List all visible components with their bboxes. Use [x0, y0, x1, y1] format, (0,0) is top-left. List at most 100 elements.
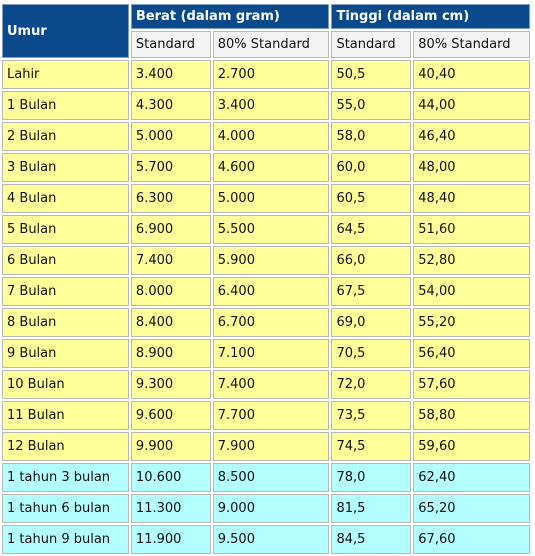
header-row-sub: Standard 80% Standard Standard 80% Stand… [2, 31, 530, 58]
table-row: 10 Bulan 9.300 7.400 72,0 57,60 [2, 370, 530, 399]
height-standard-cell: 70,5 [331, 339, 412, 368]
age-cell: 10 Bulan [2, 370, 129, 399]
table-body: Lahir 3.400 2.700 50,5 40,40 1 Bulan 4.300 3.40… [2, 60, 530, 554]
age-cell: 11 Bulan [2, 401, 129, 430]
age-cell: 3 Bulan [2, 153, 129, 182]
height-standard-cell: 64,5 [331, 215, 412, 244]
weight-80-standard-cell: 6.400 [212, 277, 330, 306]
weight-80-standard-cell: 5.500 [212, 215, 330, 244]
height-80-standard-cell: 59,60 [413, 432, 530, 461]
weight-group-header: Berat (dalam gram) [130, 4, 330, 29]
weight-standard-cell: 7.400 [130, 246, 211, 275]
weight-standard-cell: 10.600 [130, 463, 211, 492]
weight-80-standard-cell: 8.500 [212, 463, 330, 492]
weight-80-standard-cell: 9.000 [212, 494, 330, 523]
table-row: 11 Bulan 9.600 7.700 73,5 58,80 [2, 401, 530, 430]
height-80-standard-cell: 57,60 [413, 370, 530, 399]
age-cell: Lahir [2, 60, 129, 89]
height-standard-cell: 50,5 [331, 60, 412, 89]
age-cell: 8 Bulan [2, 308, 129, 337]
weight-standard-cell: 8.900 [130, 339, 211, 368]
height-80-standard-cell: 65,20 [413, 494, 530, 523]
header-row-group: Umur Berat (dalam gram) Tinggi (dalam cm… [2, 4, 530, 58]
age-cell: 1 tahun 6 bulan [2, 494, 129, 523]
weight-80-standard-cell: 7.900 [212, 432, 330, 461]
weight-standard-cell: 5.700 [130, 153, 211, 182]
height-standard-cell: 69,0 [331, 308, 412, 337]
table-row: 8 Bulan 8.400 6.700 69,0 55,20 [2, 308, 530, 337]
weight-80-standard-cell: 7.400 [212, 370, 330, 399]
table-row: 2 Bulan 5.000 4.000 58,0 46,40 [2, 122, 530, 151]
weight-standard-header: Standard [130, 31, 211, 58]
height-standard-cell: 58,0 [331, 122, 412, 151]
weight-80-standard-cell: 9.500 [212, 525, 330, 554]
table-row: 1 Bulan 4.300 3.400 55,0 44,00 [2, 91, 530, 120]
age-column-header: Umur [2, 4, 129, 58]
age-cell: 6 Bulan [2, 246, 129, 275]
height-80-standard-cell: 44,00 [413, 91, 530, 120]
weight-standard-cell: 5.000 [130, 122, 211, 151]
age-cell: 1 Bulan [2, 91, 129, 120]
table-row: 7 Bulan 8.000 6.400 67,5 54,00 [2, 277, 530, 306]
weight-standard-cell: 11.900 [130, 525, 211, 554]
weight-80-standard-cell: 5.900 [212, 246, 330, 275]
weight-standard-cell: 11.300 [130, 494, 211, 523]
weight-standard-cell: 3.400 [130, 60, 211, 89]
height-80-standard-cell: 46,40 [413, 122, 530, 151]
height-standard-cell: 74,5 [331, 432, 412, 461]
weight-standard-cell: 8.000 [130, 277, 211, 306]
height-standard-header: Standard [331, 31, 412, 58]
height-standard-cell: 60,0 [331, 153, 412, 182]
table-row: Lahir 3.400 2.700 50,5 40,40 [2, 60, 530, 89]
height-standard-cell: 55,0 [331, 91, 412, 120]
height-80-standard-cell: 67,60 [413, 525, 530, 554]
height-80-standard-cell: 52,80 [413, 246, 530, 275]
weight-80-standard-cell: 2.700 [212, 60, 330, 89]
weight-80-standard-cell: 7.700 [212, 401, 330, 430]
weight-standard-cell: 9.900 [130, 432, 211, 461]
age-cell: 1 tahun 3 bulan [2, 463, 129, 492]
height-standard-cell: 84,5 [331, 525, 412, 554]
age-cell: 2 Bulan [2, 122, 129, 151]
weight-standard-cell: 9.300 [130, 370, 211, 399]
age-cell: 5 Bulan [2, 215, 129, 244]
height-standard-cell: 73,5 [331, 401, 412, 430]
height-standard-cell: 60,5 [331, 184, 412, 213]
height-standard-cell: 67,5 [331, 277, 412, 306]
weight-standard-cell: 6.300 [130, 184, 211, 213]
table-row: 3 Bulan 5.700 4.600 60,0 48,00 [2, 153, 530, 182]
height-80-standard-cell: 48,40 [413, 184, 530, 213]
height-80-standard-cell: 51,60 [413, 215, 530, 244]
table-row: 1 tahun 9 bulan 11.900 9.500 84,5 67,60 [2, 525, 530, 554]
age-cell: 1 tahun 9 bulan [2, 525, 129, 554]
weight-80-standard-cell: 4.600 [212, 153, 330, 182]
weight-standard-cell: 4.300 [130, 91, 211, 120]
height-group-header: Tinggi (dalam cm) [331, 4, 530, 29]
age-cell: 9 Bulan [2, 339, 129, 368]
table-row: 9 Bulan 8.900 7.100 70,5 56,40 [2, 339, 530, 368]
height-standard-cell: 78,0 [331, 463, 412, 492]
weight-standard-cell: 6.900 [130, 215, 211, 244]
height-80-standard-header: 80% Standard [413, 31, 530, 58]
weight-80-standard-cell: 6.700 [212, 308, 330, 337]
height-80-standard-cell: 58,80 [413, 401, 530, 430]
weight-80-standard-header: 80% Standard [212, 31, 330, 58]
height-standard-cell: 72,0 [331, 370, 412, 399]
height-80-standard-cell: 48,00 [413, 153, 530, 182]
height-standard-cell: 81,5 [331, 494, 412, 523]
height-80-standard-cell: 55,20 [413, 308, 530, 337]
weight-standard-cell: 8.400 [130, 308, 211, 337]
height-80-standard-cell: 40,40 [413, 60, 530, 89]
height-80-standard-cell: 54,00 [413, 277, 530, 306]
age-cell: 4 Bulan [2, 184, 129, 213]
table-row: 4 Bulan 6.300 5.000 60,5 48,40 [2, 184, 530, 213]
weight-80-standard-cell: 4.000 [212, 122, 330, 151]
height-80-standard-cell: 62,40 [413, 463, 530, 492]
weight-standard-cell: 9.600 [130, 401, 211, 430]
weight-80-standard-cell: 3.400 [212, 91, 330, 120]
table-row: 5 Bulan 6.900 5.500 64,5 51,60 [2, 215, 530, 244]
height-standard-cell: 66,0 [331, 246, 412, 275]
table-row: 6 Bulan 7.400 5.900 66,0 52,80 [2, 246, 530, 275]
